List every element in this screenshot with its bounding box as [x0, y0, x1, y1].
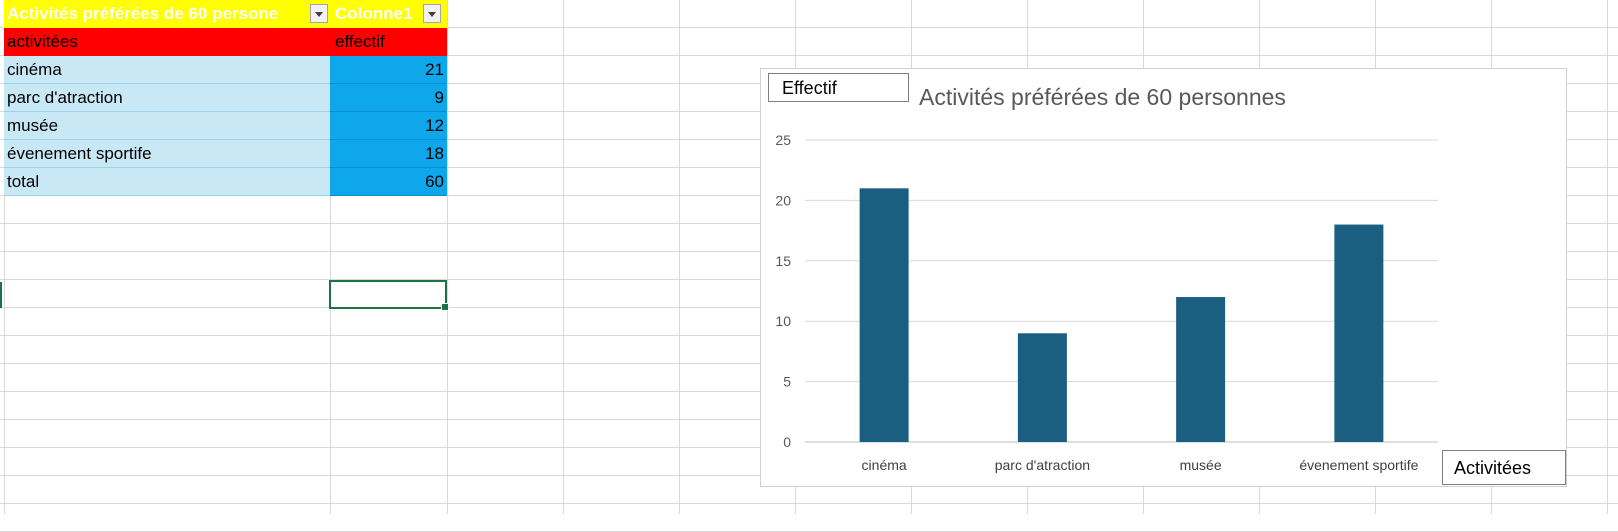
- table-row-value[interactable]: 12: [330, 112, 447, 140]
- table-row-label[interactable]: cinéma: [4, 56, 330, 84]
- filter-dropdown-icon[interactable]: [310, 4, 328, 23]
- x-tick-label: évenement sportife: [1299, 457, 1418, 473]
- grid-column-line: [1607, 0, 1608, 514]
- grid-column-line: [4, 0, 5, 514]
- table-row-value[interactable]: 60: [330, 168, 447, 196]
- x-tick-label: musée: [1180, 457, 1222, 473]
- column-label-activites[interactable]: activitées: [4, 28, 330, 56]
- chart-plot: 0 5 10 15 20 25 cinéma parc d'atraction musée éve…: [775, 132, 1438, 473]
- grid-column-line: [330, 0, 331, 514]
- bar[interactable]: [1017, 333, 1067, 442]
- table-row-label[interactable]: parc d'atraction: [4, 84, 330, 112]
- header-label: Activités préférées de 60 persone: [7, 4, 279, 23]
- y-tick-label: 0: [783, 434, 791, 450]
- table-row-label[interactable]: total: [4, 168, 330, 196]
- y-axis-title[interactable]: Effectif: [768, 73, 909, 102]
- grid-row-line: [0, 503, 1618, 504]
- column-label-effectif[interactable]: effectif: [330, 28, 447, 56]
- header-label: Colonne1: [335, 4, 413, 23]
- grid-column-line: [679, 0, 680, 514]
- bar[interactable]: [1334, 224, 1384, 442]
- active-row-marker: [0, 282, 2, 308]
- grid-row-line: [0, 55, 1618, 56]
- table-row-label[interactable]: évenement sportife: [4, 140, 330, 168]
- bar[interactable]: [859, 188, 909, 442]
- selected-cell[interactable]: [329, 280, 449, 311]
- chart-title[interactable]: Activités préférées de 60 personnes: [919, 84, 1286, 110]
- table-row-value[interactable]: 9: [330, 84, 447, 112]
- grid-row-line: [0, 27, 1618, 28]
- y-tick-label: 15: [775, 253, 791, 269]
- y-tick-label: 10: [775, 313, 791, 329]
- bar-chart[interactable]: 0 5 10 15 20 25 cinéma parc d'atraction musée éve…: [760, 68, 1567, 487]
- fill-handle[interactable]: [441, 303, 449, 311]
- table-row-label[interactable]: musée: [4, 112, 330, 140]
- bar[interactable]: [1176, 297, 1226, 442]
- grid-column-line: [563, 0, 564, 514]
- x-tick-label: parc d'atraction: [995, 457, 1090, 473]
- x-tick-label: cinéma: [862, 457, 907, 473]
- y-tick-label: 20: [775, 192, 791, 208]
- table-header-activities[interactable]: Activités préférées de 60 persone: [4, 0, 330, 28]
- x-axis-title[interactable]: Activitées: [1442, 450, 1566, 485]
- y-tick-label: 25: [775, 132, 791, 148]
- grid-column-line: [447, 0, 448, 514]
- table-row-value[interactable]: 21: [330, 56, 447, 84]
- y-tick-label: 5: [783, 374, 791, 390]
- filter-dropdown-icon[interactable]: [423, 4, 441, 23]
- table-row-value[interactable]: 18: [330, 140, 447, 168]
